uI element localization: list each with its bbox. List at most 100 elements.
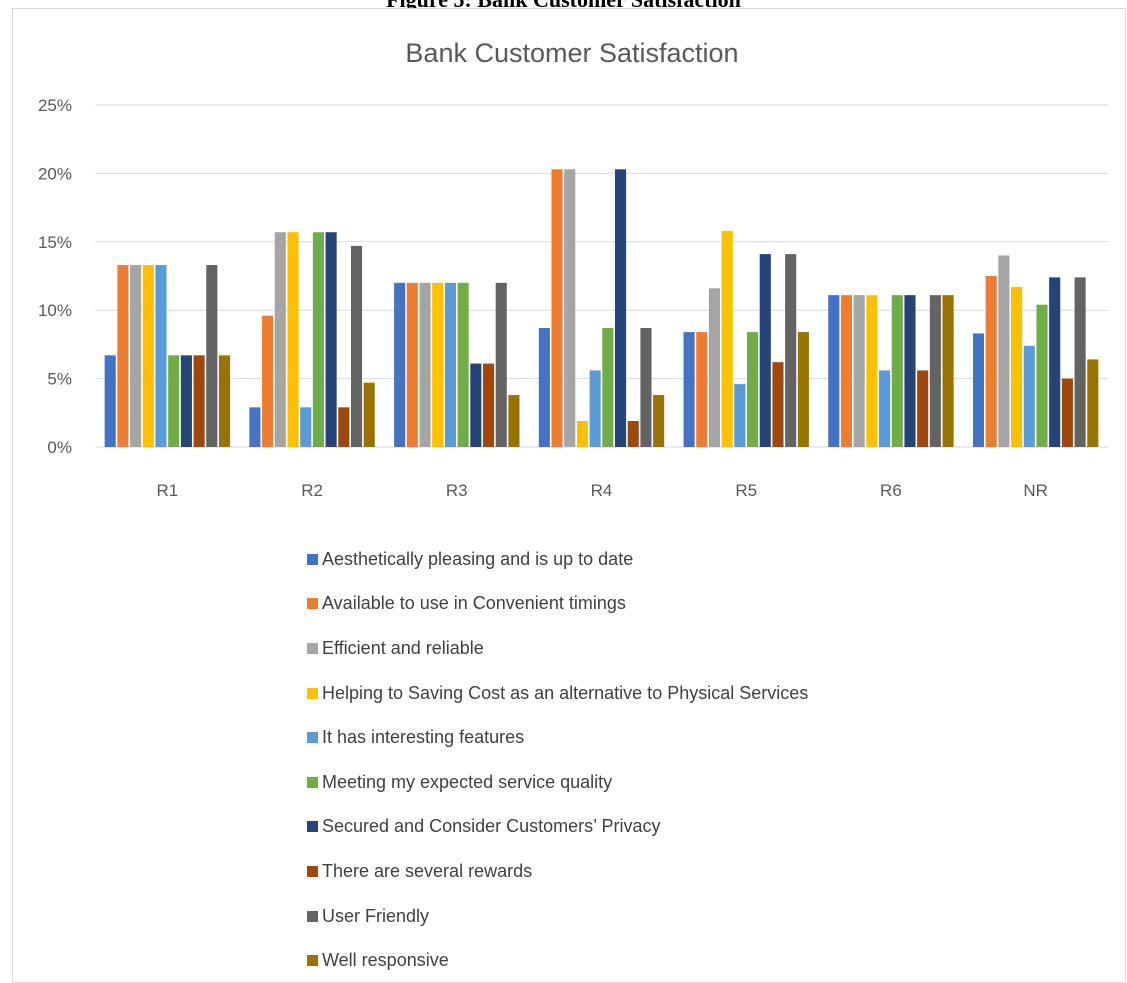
legend-item: Aesthetically pleasing and is up to date [307, 537, 808, 582]
bar [508, 395, 520, 447]
legend-item: Meeting my expected service quality [307, 760, 808, 805]
legend: Aesthetically pleasing and is up to date… [307, 537, 808, 983]
legend-label: Secured and Consider Customers’ Privacy [322, 816, 661, 837]
bar [772, 362, 784, 447]
bar [840, 295, 853, 447]
bar [564, 169, 576, 447]
bar [1049, 277, 1061, 447]
bar [828, 295, 840, 447]
bar [576, 421, 588, 447]
bar [470, 363, 482, 447]
legend-item: There are several rewards [307, 849, 808, 894]
bar [1061, 378, 1073, 447]
bar [972, 333, 985, 447]
legend-swatch [307, 865, 318, 877]
bar [721, 230, 733, 447]
bar [891, 295, 903, 447]
bar [495, 282, 507, 447]
bar [879, 370, 891, 447]
bar [206, 265, 218, 447]
x-axis-ticks: R1 R2 R3 R4 R5 R6 NR [156, 481, 1047, 500]
bar [325, 232, 337, 447]
bar [734, 384, 746, 447]
y-tick-label: 5% [47, 370, 72, 389]
legend-label: Helping to Saving Cost as an alternative… [322, 682, 809, 703]
legend-swatch [307, 776, 318, 788]
bar [363, 382, 375, 447]
bar [653, 395, 665, 447]
bar [338, 407, 350, 447]
bar [394, 282, 406, 447]
legend-label: Meeting my expected service quality [322, 771, 613, 792]
chart-frame [12, 8, 1126, 983]
bar [1036, 304, 1048, 447]
bar [985, 276, 997, 447]
bar [759, 254, 771, 447]
bar [274, 232, 286, 447]
bar [312, 232, 324, 447]
bar [696, 332, 708, 447]
legend-label: User Friendly [322, 905, 430, 926]
bar [785, 254, 797, 447]
y-tick-label: 20% [38, 164, 72, 183]
bar [117, 265, 129, 447]
bar [432, 282, 444, 447]
legend-swatch [307, 821, 318, 833]
bar [419, 282, 431, 447]
legend-swatch [307, 553, 318, 565]
legend-label: Efficient and reliable [322, 637, 484, 658]
bar [853, 295, 865, 447]
bar [904, 295, 916, 447]
bar [1087, 359, 1099, 447]
x-tick-label: R5 [735, 481, 757, 500]
x-tick-label: R4 [591, 481, 613, 500]
y-tick-label: 15% [38, 233, 72, 252]
legend-swatch [307, 732, 318, 744]
legend-swatch [307, 598, 318, 610]
legend-swatch [307, 642, 318, 654]
legend-item: Secured and Consider Customers’ Privacy [307, 805, 808, 850]
legend-label: It has interesting features [322, 727, 525, 748]
legend-swatch [307, 955, 318, 967]
bar [180, 355, 192, 447]
bar [193, 355, 205, 447]
legend-label: There are several rewards [322, 860, 533, 881]
bar [602, 327, 614, 447]
bar [104, 355, 116, 447]
bar [747, 332, 759, 447]
bar [551, 169, 563, 447]
bar [708, 288, 721, 447]
bar [538, 327, 550, 447]
bar [797, 332, 809, 447]
legend-item: Well responsive [307, 938, 808, 983]
bar [406, 282, 418, 447]
bar [627, 421, 639, 447]
bar [130, 265, 142, 447]
y-tick-label: 0% [47, 438, 72, 457]
x-tick-label: R2 [301, 481, 323, 500]
bar [287, 232, 299, 447]
bar [444, 282, 456, 447]
bar [917, 370, 929, 447]
bar [589, 370, 601, 447]
bar [249, 407, 261, 447]
x-tick-label: R1 [156, 481, 178, 500]
bar [350, 245, 363, 447]
y-tick-label: 10% [38, 301, 72, 320]
bar [1011, 286, 1023, 447]
bar [262, 315, 274, 447]
bar [482, 363, 495, 447]
legend-label: Available to use in Convenient timings [322, 593, 626, 614]
bar [683, 332, 695, 447]
bar [998, 255, 1010, 447]
bar [615, 169, 627, 447]
legend-item: User Friendly [307, 894, 808, 939]
bar [866, 295, 878, 447]
legend-swatch [307, 910, 318, 922]
x-tick-label: NR [1023, 481, 1048, 500]
legend-swatch [307, 687, 318, 699]
x-tick-label: R6 [880, 481, 902, 500]
bar [168, 355, 180, 447]
bars [104, 169, 1099, 447]
